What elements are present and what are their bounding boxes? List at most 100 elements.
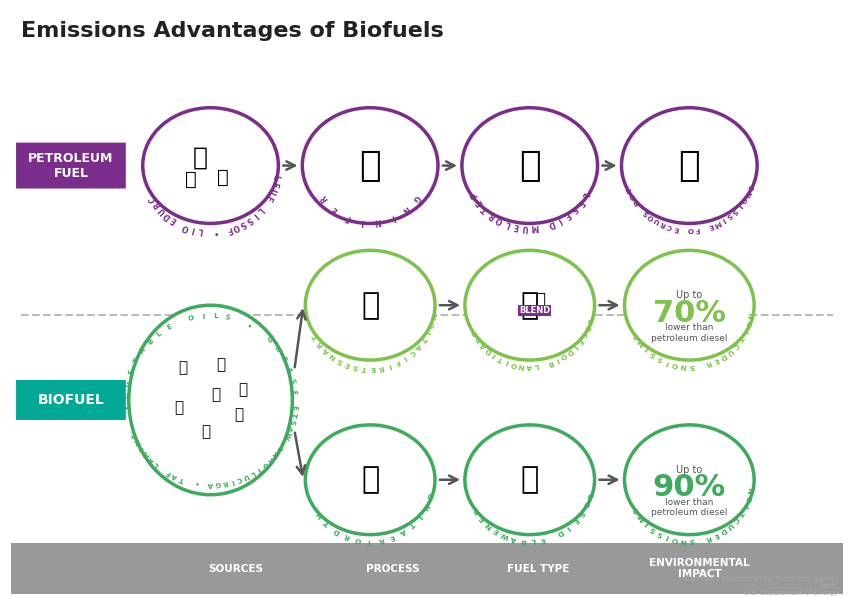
- Text: E: E: [492, 527, 500, 535]
- Text: M: M: [142, 449, 151, 458]
- Text: F: F: [263, 193, 273, 202]
- Text: N: N: [400, 203, 410, 215]
- Text: A: A: [285, 366, 292, 373]
- Text: N: N: [741, 190, 750, 198]
- Text: C: C: [148, 194, 159, 203]
- Text: PROCESS: PROCESS: [366, 564, 419, 573]
- Text: D: D: [162, 210, 172, 221]
- Text: 🛢: 🛢: [184, 170, 196, 189]
- Text: T: T: [735, 510, 743, 517]
- Text: P: P: [469, 190, 480, 199]
- Text: L: L: [155, 330, 163, 337]
- Ellipse shape: [302, 108, 438, 224]
- Text: ⛽: ⛽: [519, 148, 540, 182]
- Text: I: I: [415, 513, 421, 519]
- Text: N: N: [745, 312, 751, 319]
- Text: A: A: [413, 342, 421, 350]
- Text: 🌾: 🌾: [216, 358, 225, 372]
- Text: U: U: [724, 522, 733, 530]
- Text: R: R: [343, 532, 351, 540]
- Text: E: E: [269, 181, 278, 188]
- Text: D: D: [332, 526, 340, 535]
- Text: F: F: [225, 224, 233, 234]
- Text: L: L: [584, 318, 591, 324]
- Text: I: I: [201, 313, 205, 319]
- Text: U: U: [521, 222, 528, 232]
- Text: S: S: [244, 214, 253, 225]
- Text: O: O: [426, 321, 433, 328]
- Text: •: •: [212, 226, 218, 236]
- Text: S: S: [648, 524, 656, 533]
- Text: F: F: [693, 226, 699, 232]
- Text: T: T: [132, 358, 140, 365]
- Text: I: I: [423, 330, 430, 335]
- Text: E: E: [539, 536, 545, 543]
- Text: L: L: [249, 469, 256, 476]
- Text: T: T: [289, 411, 296, 417]
- Text: S: S: [688, 538, 693, 544]
- Text: California Environmental Protection Agency
Note:
U.S. Department of Energy: California Environmental Protection Agen…: [685, 576, 838, 596]
- Text: I: I: [138, 445, 145, 451]
- Text: I: I: [360, 216, 364, 225]
- Text: O: O: [670, 535, 678, 542]
- Text: E: E: [574, 197, 584, 207]
- Ellipse shape: [461, 108, 597, 224]
- Text: G: G: [125, 380, 131, 387]
- Text: E: E: [571, 517, 578, 524]
- Text: E: E: [124, 393, 130, 398]
- Text: S: S: [287, 418, 294, 425]
- Text: S: S: [578, 331, 586, 339]
- Text: N: N: [421, 502, 428, 510]
- Text: E: E: [344, 360, 351, 368]
- Text: T: T: [178, 475, 185, 482]
- Text: PETROLEUM
FUEL: PETROLEUM FUEL: [28, 151, 113, 179]
- Text: B: B: [519, 537, 525, 544]
- Text: I: I: [740, 329, 746, 334]
- Text: D: D: [717, 352, 726, 360]
- Text: Up to: Up to: [676, 290, 702, 300]
- Text: C: C: [730, 342, 739, 349]
- Text: 🍃: 🍃: [174, 401, 183, 415]
- Text: R: R: [152, 200, 163, 210]
- Ellipse shape: [129, 305, 292, 495]
- Text: U: U: [157, 205, 167, 216]
- Text: ⛽: ⛽: [217, 168, 228, 187]
- Text: L: L: [197, 226, 203, 235]
- Text: A: A: [285, 425, 293, 432]
- Text: C: C: [665, 223, 672, 230]
- Text: A: A: [207, 481, 213, 487]
- Text: N: N: [679, 537, 686, 544]
- Text: R: R: [377, 536, 384, 543]
- Text: T: T: [311, 333, 319, 340]
- Text: C: C: [235, 475, 242, 482]
- Text: R: R: [659, 220, 666, 228]
- Text: E: E: [707, 222, 713, 229]
- Text: E: E: [561, 210, 572, 220]
- Text: 90%: 90%: [652, 473, 725, 502]
- Text: 🏭: 🏭: [359, 148, 380, 182]
- Text: A: A: [322, 346, 330, 354]
- Text: I: I: [643, 520, 649, 526]
- Text: T: T: [254, 465, 262, 473]
- Text: S: S: [655, 355, 663, 362]
- Text: I: I: [643, 346, 649, 352]
- Text: O: O: [188, 315, 194, 322]
- Text: S: S: [641, 209, 649, 216]
- Ellipse shape: [305, 250, 434, 360]
- Text: R: R: [704, 359, 711, 367]
- Ellipse shape: [621, 108, 757, 224]
- Text: 🐚: 🐚: [193, 145, 208, 170]
- Text: M: M: [712, 219, 721, 227]
- Text: S: S: [729, 207, 738, 215]
- Text: C: C: [407, 349, 415, 356]
- Text: E: E: [388, 533, 395, 541]
- Text: E: E: [581, 501, 589, 508]
- Text: 🚗: 🚗: [678, 148, 699, 182]
- Text: lower than
petroleum diesel: lower than petroleum diesel: [650, 324, 727, 343]
- Text: L: L: [533, 362, 538, 369]
- Text: ⛽: ⛽: [520, 465, 538, 494]
- Text: T: T: [496, 355, 504, 362]
- Text: ENVIRONMENTAL
IMPACT: ENVIRONMENTAL IMPACT: [648, 558, 749, 579]
- Text: R: R: [474, 335, 483, 343]
- Text: S: S: [648, 350, 656, 358]
